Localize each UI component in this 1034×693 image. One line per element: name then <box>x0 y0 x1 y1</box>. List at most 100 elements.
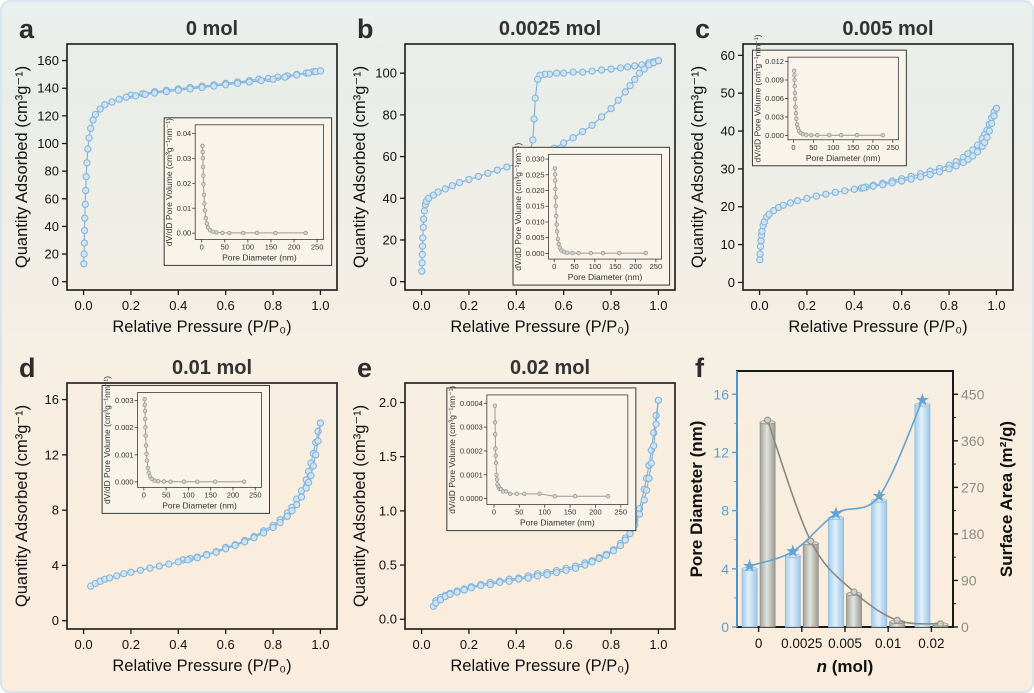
svg-text:120: 120 <box>37 108 59 123</box>
svg-text:50: 50 <box>809 143 817 152</box>
svg-text:0.03: 0.03 <box>177 154 192 163</box>
x-axis-label: Relative Pressure (P/P₀) <box>788 318 967 336</box>
chart-e: e 0.02 mol 0.0 0.2 0.4 0.6 0.8 1.0 0.0 0.5 1.0 1.5 2… <box>351 353 676 675</box>
svg-text:200: 200 <box>589 508 602 517</box>
x-axis-label: Relative Pressure (P/P₀) <box>112 318 291 336</box>
panel-letter: f <box>695 353 705 383</box>
svg-text:0.003: 0.003 <box>115 396 134 405</box>
svg-text:0.4: 0.4 <box>169 637 187 652</box>
plot-frame <box>66 382 338 631</box>
svg-text:0.0: 0.0 <box>413 298 431 313</box>
svg-text:1.0: 1.0 <box>649 637 667 652</box>
pore-distribution-inset: 0 50 100 150 200 250 0.00 0.01 0.02 0.03 0.04 Pore … <box>163 117 333 266</box>
svg-text:2.0: 2.0 <box>379 395 397 410</box>
svg-text:10: 10 <box>721 237 735 252</box>
svg-text:40: 40 <box>383 191 397 206</box>
panel-a: a 0 mol 0.0 0.2 0.4 0.6 0.8 1.0 0 20 40 60 80 100 120 1… <box>10 7 348 347</box>
svg-text:0: 0 <box>52 613 59 628</box>
svg-text:250: 250 <box>650 262 663 271</box>
svg-text:100: 100 <box>375 65 397 80</box>
plot-frame <box>404 382 676 631</box>
inset-x-label: Pore Diameter (nm) <box>568 272 643 282</box>
svg-text:0.0000: 0.0000 <box>460 494 483 503</box>
svg-text:16: 16 <box>45 392 59 407</box>
svg-text:1.0: 1.0 <box>311 637 329 652</box>
svg-text:20: 20 <box>383 232 397 247</box>
svg-text:8: 8 <box>721 503 729 519</box>
pore-distribution-inset: 0 50 100 150 200 250 0.000 0.005 0.010 0.015 0.020… <box>512 142 671 286</box>
svg-text:0.0: 0.0 <box>75 298 93 313</box>
panel-title: 0.0025 mol <box>499 18 601 40</box>
x-axis-label: Relative Pressure (P/P₀) <box>112 657 291 675</box>
svg-text:0.2: 0.2 <box>122 298 140 313</box>
svg-text:0.4: 0.4 <box>845 298 863 313</box>
surface-area-line <box>764 416 944 628</box>
svg-text:50: 50 <box>721 85 735 100</box>
surface-area-bar <box>802 543 819 628</box>
star-marker <box>786 544 800 558</box>
svg-text:0.8: 0.8 <box>602 637 620 652</box>
bar-groups <box>741 402 949 628</box>
pore-diameter-bar <box>741 568 758 628</box>
svg-text:0.006: 0.006 <box>765 94 784 103</box>
svg-text:0.0: 0.0 <box>413 637 431 652</box>
panel-f: f 0 4 8 12 16 0 90 180 270 360 450 0 0.0025 0.005 0.01 0… <box>686 347 1024 687</box>
svg-text:60: 60 <box>721 48 735 63</box>
svg-text:80: 80 <box>45 163 59 178</box>
adsorption-curve <box>80 67 325 268</box>
svg-text:4: 4 <box>52 558 59 573</box>
svg-text:0.0025: 0.0025 <box>781 636 822 651</box>
x-axis-label: Relative Pressure (P/P₀) <box>450 318 629 336</box>
svg-text:50: 50 <box>570 262 578 271</box>
svg-text:0.0: 0.0 <box>379 612 397 627</box>
svg-text:0.8: 0.8 <box>602 298 620 313</box>
svg-text:0.0001: 0.0001 <box>460 471 483 480</box>
svg-text:200: 200 <box>227 491 240 500</box>
svg-text:0.0003: 0.0003 <box>460 423 483 432</box>
pore-distribution-inset: 0 50 100 150 200 250 0.000 0.001 0.002 0.003 Pore … <box>101 376 270 515</box>
chart-b: b 0.0025 mol 0.0 0.2 0.4 0.6 0.8 1.0 0 20 40 60 80 10… <box>351 14 676 336</box>
svg-text:0.4: 0.4 <box>507 298 525 313</box>
svg-text:0.0002: 0.0002 <box>460 447 483 456</box>
svg-text:0.8: 0.8 <box>940 298 958 313</box>
svg-text:50: 50 <box>162 491 170 500</box>
svg-text:0: 0 <box>492 508 496 517</box>
svg-text:30: 30 <box>721 161 735 176</box>
chart-a: a 0 mol 0.0 0.2 0.4 0.6 0.8 1.0 0 20 40 60 80 100 120 1… <box>13 14 338 336</box>
svg-text:0.030: 0.030 <box>526 154 545 163</box>
pore-distribution-inset: 0 50 100 150 200 250 0.0000 0.0001 0.0002 0.0003 0… <box>446 386 637 532</box>
inset-y-label: dV/dD Pore Volume (cm³g⁻¹nm⁻¹) <box>447 386 457 514</box>
svg-text:0.025: 0.025 <box>526 170 545 179</box>
right-axis-label: Surface Area (m²/g) <box>997 421 1016 577</box>
svg-text:150: 150 <box>564 508 577 517</box>
svg-text:250: 250 <box>614 508 627 517</box>
svg-text:0.01: 0.01 <box>875 636 901 651</box>
surface-area-bar <box>846 593 862 628</box>
y-axis-label: Quantity Adsorbed (cm³g⁻¹) <box>689 66 707 268</box>
svg-text:0.002: 0.002 <box>115 423 134 432</box>
svg-text:0.009: 0.009 <box>765 75 784 84</box>
panel-letter: e <box>357 353 372 383</box>
x-axis-label: n (mol) <box>817 657 874 676</box>
inset-x-label: Pore Diameter (nm) <box>162 501 237 511</box>
svg-text:0.012: 0.012 <box>765 57 784 66</box>
svg-text:0.0: 0.0 <box>751 298 769 313</box>
plot-frame <box>404 42 676 291</box>
svg-text:0: 0 <box>961 619 969 635</box>
svg-text:0.000: 0.000 <box>765 131 784 140</box>
plot-frame <box>742 42 1014 291</box>
svg-text:250: 250 <box>249 491 262 500</box>
pore-diameter-bar <box>784 555 801 628</box>
svg-text:0: 0 <box>791 143 795 152</box>
svg-text:1.0: 1.0 <box>311 298 329 313</box>
svg-text:0.4: 0.4 <box>169 298 187 313</box>
svg-text:4: 4 <box>721 561 729 577</box>
svg-text:0.000: 0.000 <box>526 249 545 258</box>
pore-diameter-line <box>743 393 929 572</box>
inset-y-label: dV/dD Pore Volume (cm³g⁻¹nm⁻¹) <box>102 376 112 504</box>
svg-text:50: 50 <box>515 508 523 517</box>
panel-title: 0.02 mol <box>510 357 590 379</box>
pore-diameter-bar <box>828 517 844 628</box>
panel-title: 0.005 mol <box>842 18 933 40</box>
